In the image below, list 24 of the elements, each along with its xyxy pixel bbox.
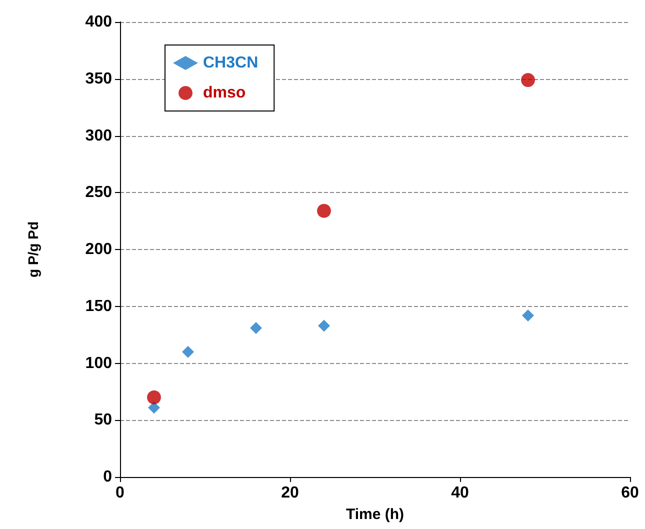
y-tick-label: 250 bbox=[85, 184, 112, 202]
y-tick-label: 300 bbox=[85, 127, 112, 144]
point bbox=[147, 390, 161, 404]
legend-label: CH3CN bbox=[203, 54, 258, 72]
y-tick-label: 150 bbox=[85, 298, 112, 315]
point bbox=[318, 320, 330, 332]
y-tick-label: 100 bbox=[85, 354, 112, 372]
x-tick-label: 40 bbox=[451, 484, 469, 502]
point bbox=[182, 346, 194, 358]
point bbox=[521, 73, 535, 88]
x-tick-label: 60 bbox=[621, 484, 639, 502]
x-tick-label: 20 bbox=[281, 484, 299, 502]
legend-label: dmso bbox=[203, 84, 246, 102]
y-tick-label: 200 bbox=[85, 241, 112, 258]
point bbox=[250, 322, 262, 334]
x-tick-label: 0 bbox=[116, 484, 125, 502]
point bbox=[317, 204, 331, 218]
y-tick-label: 350 bbox=[85, 70, 112, 88]
y-tick-label: 400 bbox=[85, 14, 112, 30]
y-axis-title: g P/g Pd bbox=[25, 222, 41, 278]
x-axis-title: Time (h) bbox=[346, 506, 404, 523]
y-tick-label: 0 bbox=[103, 468, 112, 486]
point bbox=[522, 309, 534, 322]
y-tick-label: 50 bbox=[94, 412, 112, 429]
